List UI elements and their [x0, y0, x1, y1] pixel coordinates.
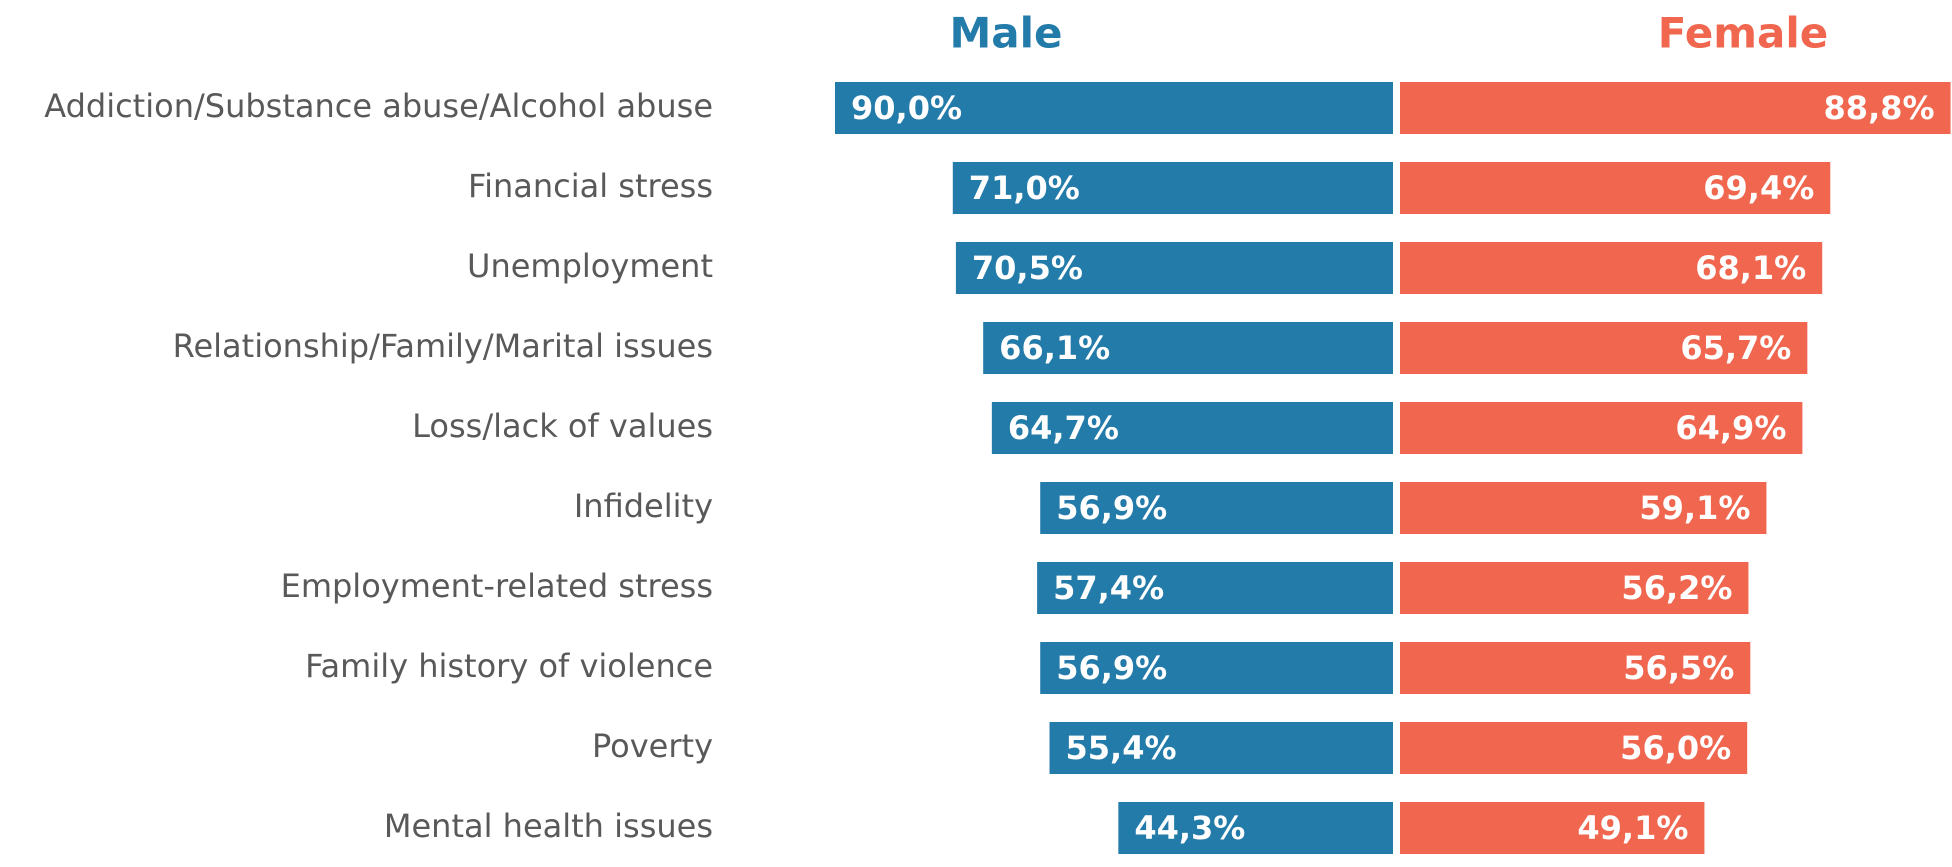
value-label: 57,4% [1053, 569, 1164, 607]
category-label: Infidelity [574, 487, 713, 525]
bar [1400, 562, 1749, 614]
category-label: Unemployment [467, 247, 713, 285]
value-label: 49,1% [1577, 809, 1688, 847]
category-label: Family history of violence [305, 647, 713, 685]
bar [955, 242, 1393, 294]
value-label: 88,8% [1824, 89, 1935, 127]
bar [1400, 322, 1808, 374]
bar [1400, 242, 1823, 294]
category-label: Poverty [592, 727, 713, 765]
bar [1040, 482, 1393, 534]
value-label: 56,0% [1620, 729, 1731, 767]
value-label: 56,9% [1056, 649, 1167, 687]
bar [991, 402, 1393, 454]
value-label: 66,1% [999, 329, 1110, 367]
value-label: 70,5% [972, 249, 1083, 287]
value-label: 68,1% [1695, 249, 1806, 287]
category-label: Employment-related stress [281, 567, 713, 605]
value-label: 44,3% [1134, 809, 1245, 847]
value-label: 64,9% [1675, 409, 1786, 447]
category-label: Relationship/Family/Marital issues [173, 327, 713, 365]
bar [1040, 642, 1393, 694]
value-label: 56,9% [1056, 489, 1167, 527]
bar [1400, 802, 1705, 854]
value-label: 56,5% [1623, 649, 1734, 687]
series-header: Female [1658, 9, 1828, 58]
bar [1037, 562, 1393, 614]
bar [1400, 402, 1803, 454]
bar [952, 162, 1393, 214]
value-label: 64,7% [1008, 409, 1119, 447]
value-label: 55,4% [1066, 729, 1177, 767]
category-label: Financial stress [468, 167, 713, 205]
value-label: 65,7% [1680, 329, 1791, 367]
value-label: 69,4% [1703, 169, 1814, 207]
value-label: 59,1% [1639, 489, 1750, 527]
value-label: 90,0% [851, 89, 962, 127]
bar [1400, 82, 1951, 134]
series-header: Male [949, 9, 1062, 58]
bar [1400, 722, 1748, 774]
category-label: Addiction/Substance abuse/Alcohol abuse [44, 87, 713, 125]
bar [1049, 722, 1393, 774]
category-label: Mental health issues [384, 807, 713, 845]
bar [1400, 482, 1767, 534]
value-label: 71,0% [969, 169, 1080, 207]
bar [835, 82, 1393, 134]
category-label: Loss/lack of values [412, 407, 713, 445]
bar [1400, 642, 1751, 694]
bar [1118, 802, 1393, 854]
bar [983, 322, 1393, 374]
bar [1400, 162, 1831, 214]
value-label: 56,2% [1621, 569, 1732, 607]
